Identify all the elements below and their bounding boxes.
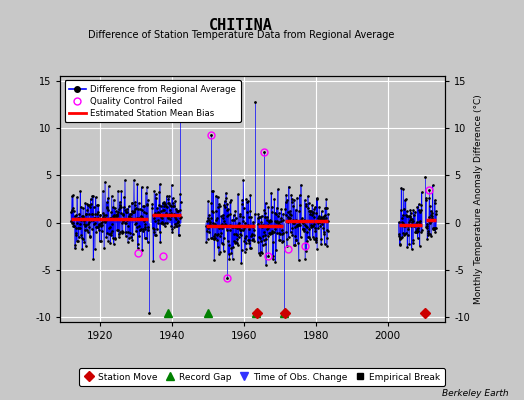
Legend: Difference from Regional Average, Quality Control Failed, Estimated Station Mean: Difference from Regional Average, Qualit… [64,80,241,122]
Text: Difference of Station Temperature Data from Regional Average: Difference of Station Temperature Data f… [88,30,394,40]
Y-axis label: Monthly Temperature Anomaly Difference (°C): Monthly Temperature Anomaly Difference (… [474,94,483,304]
Text: CHITINA: CHITINA [209,18,273,33]
Text: Berkeley Earth: Berkeley Earth [442,389,508,398]
Legend: Station Move, Record Gap, Time of Obs. Change, Empirical Break: Station Move, Record Gap, Time of Obs. C… [79,368,445,386]
